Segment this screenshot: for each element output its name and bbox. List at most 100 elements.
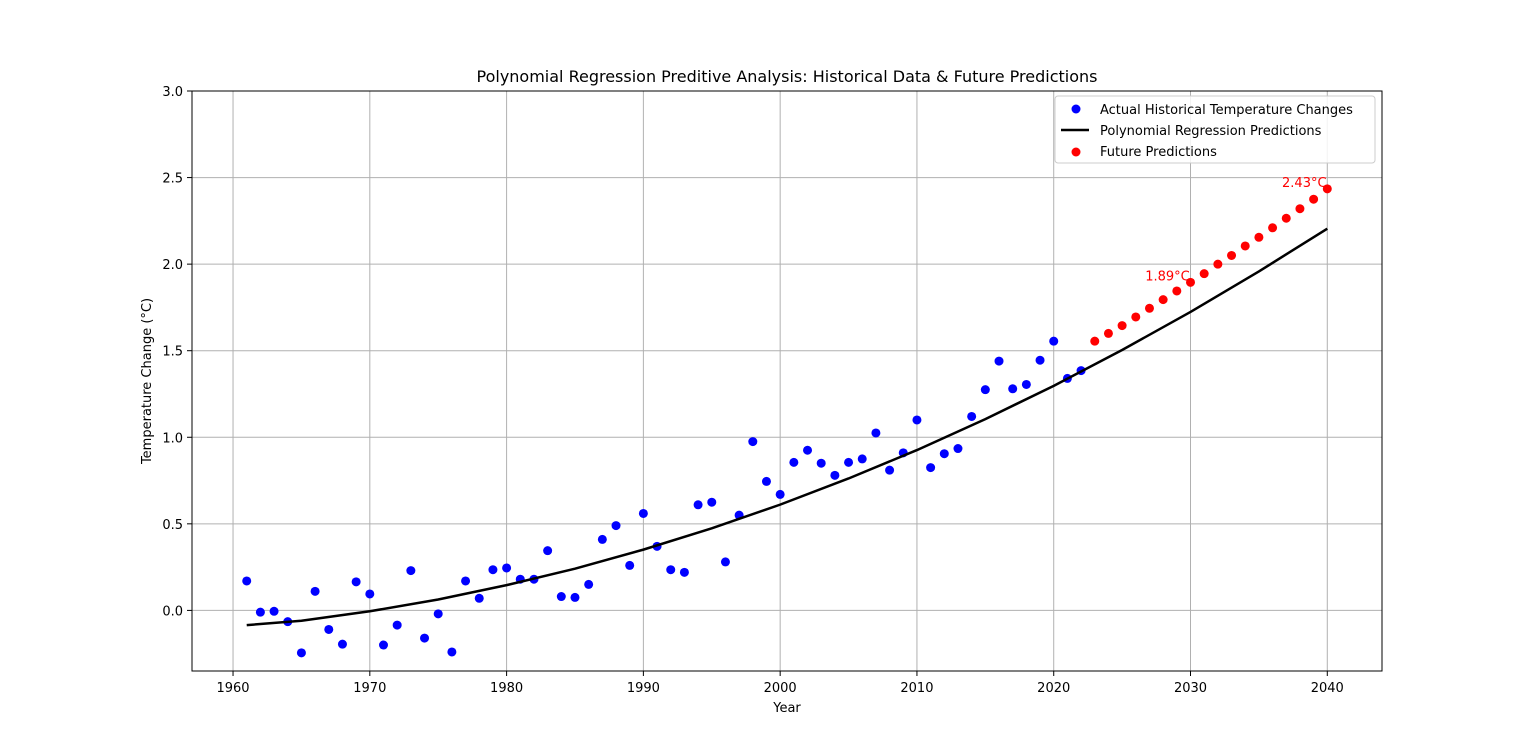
historical-point	[1021, 379, 1031, 389]
historical-point	[967, 411, 977, 421]
historical-point	[679, 567, 689, 577]
historical-point	[597, 534, 607, 544]
y-tick-label: 2.0	[162, 258, 183, 273]
future-point	[1117, 321, 1127, 331]
historical-point	[926, 463, 936, 473]
historical-point	[365, 589, 375, 599]
historical-point	[433, 609, 443, 619]
x-tick-label: 2030	[1174, 681, 1207, 696]
historical-point	[310, 586, 320, 596]
future-point	[1144, 303, 1154, 313]
future-point	[1090, 336, 1100, 346]
historical-point	[269, 606, 279, 616]
future-point	[1213, 259, 1223, 269]
historical-point	[378, 640, 388, 650]
future-point	[1199, 269, 1209, 279]
historical-point	[584, 579, 594, 589]
historical-point	[761, 476, 771, 486]
historical-point	[871, 428, 881, 438]
historical-point	[611, 521, 621, 531]
historical-point	[693, 500, 703, 510]
historical-point	[570, 592, 580, 602]
x-tick-label: 1970	[353, 681, 386, 696]
historical-point	[1035, 355, 1045, 365]
plot-area: 1.89°C 2.43°C	[242, 176, 1332, 658]
historical-point	[939, 449, 949, 459]
y-tick-label: 1.0	[162, 431, 183, 446]
y-axis-label: Temperature Change (°C)	[140, 298, 155, 465]
x-tick-label: 2040	[1311, 681, 1344, 696]
historical-point	[720, 557, 730, 567]
future-point	[1227, 250, 1237, 260]
historical-point	[296, 648, 306, 658]
historical-point	[625, 560, 635, 570]
historical-point	[638, 508, 648, 518]
historical-point	[789, 457, 799, 467]
historical-point	[255, 607, 265, 617]
historical-point	[844, 457, 854, 467]
future-point	[1172, 286, 1182, 296]
future-point	[1103, 328, 1113, 338]
historical-point	[885, 465, 895, 475]
legend-box	[1054, 95, 1376, 164]
future-point	[1131, 312, 1141, 322]
historical-point	[488, 565, 498, 575]
future-point	[1281, 213, 1291, 223]
legend-label-fit: Polynomial Regression Predictions	[1100, 124, 1322, 139]
axes-frame	[191, 90, 1383, 672]
historical-point	[337, 639, 347, 649]
x-tick-label: 1980	[490, 681, 523, 696]
y-tick-label: 3.0	[162, 85, 183, 100]
y-tick-label: 0.0	[162, 604, 183, 619]
historical-point	[242, 576, 252, 586]
legend-marker-historical	[1071, 104, 1081, 114]
historical-point	[324, 624, 334, 634]
historical-point	[543, 546, 553, 556]
x-tick-label: 2000	[764, 681, 797, 696]
legend: Actual Historical Temperature Changes Po…	[1054, 95, 1376, 164]
historical-point	[994, 356, 1004, 366]
future-point	[1322, 184, 1332, 194]
historical-point	[748, 437, 758, 447]
historical-point	[502, 563, 512, 573]
future-point	[1309, 194, 1319, 204]
historical-point	[775, 489, 785, 499]
historical-point	[447, 647, 457, 657]
chart-title: Polynomial Regression Preditive Analysis…	[477, 67, 1098, 86]
x-tick-label: 2010	[900, 681, 933, 696]
x-tick-label: 1990	[627, 681, 660, 696]
x-tick-label: 2020	[1037, 681, 1070, 696]
historical-point	[912, 415, 922, 425]
annotation-label: 1.89°C	[1145, 269, 1190, 284]
y-tick-label: 1.5	[162, 345, 183, 360]
legend-label-historical: Actual Historical Temperature Changes	[1100, 103, 1353, 118]
historical-point	[980, 385, 990, 395]
historical-point	[461, 576, 471, 586]
historical-point	[1049, 336, 1059, 346]
legend-marker-future	[1071, 147, 1081, 157]
historical-point	[556, 592, 566, 602]
y-tick-label: 2.5	[162, 172, 183, 187]
future-point	[1240, 241, 1250, 251]
legend-label-future: Future Predictions	[1100, 145, 1217, 160]
historical-point	[707, 497, 717, 507]
regression-line	[246, 227, 1328, 627]
historical-point	[351, 577, 361, 587]
future-point	[1268, 223, 1278, 233]
x-tick-label: 1960	[216, 681, 249, 696]
historical-point	[857, 454, 867, 464]
future-point	[1254, 232, 1264, 242]
historical-point	[474, 593, 484, 603]
x-axis-label: Year	[772, 701, 801, 716]
historical-point	[1008, 384, 1018, 394]
y-tick-label: 0.5	[162, 518, 183, 533]
historical-point	[666, 565, 676, 575]
axis-ticks: 1960 1970 1980 1990 2000 2010 2020 2030 2040 0.0 0…	[162, 85, 1344, 696]
historical-point	[803, 445, 813, 455]
historical-point	[392, 620, 402, 630]
annotation-label: 2.43°C	[1282, 176, 1327, 191]
historical-point	[830, 470, 840, 480]
historical-point	[420, 633, 430, 643]
future-point	[1295, 204, 1305, 214]
